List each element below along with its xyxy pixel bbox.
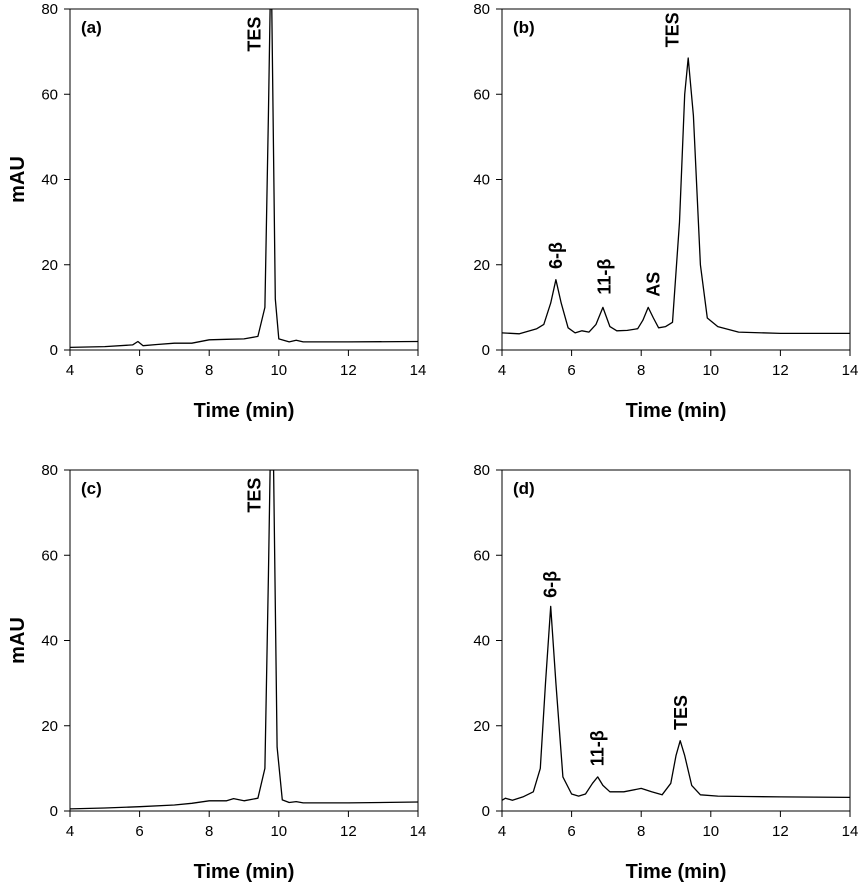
peak-label: 6-β <box>546 242 566 269</box>
peak-label: TES <box>663 12 683 47</box>
x-tick-label: 6 <box>135 823 143 840</box>
chromatogram-trace <box>502 57 850 335</box>
y-tick-label: 0 <box>482 342 490 359</box>
x-tick-label: 14 <box>842 823 859 840</box>
y-tick-label: 40 <box>41 633 58 650</box>
plot-frame <box>501 8 851 351</box>
x-axis-title: Time (min) <box>194 400 295 422</box>
x-tick-label: 10 <box>270 362 287 379</box>
chart-panel-3: 4 6 8 10 12 14 0 20 40 60 80 Time (min) mAU (c) TES <box>7 462 426 883</box>
panel-label: (a) <box>81 18 102 37</box>
x-tick-label: 10 <box>270 823 287 840</box>
x-tick-label: 6 <box>135 362 143 379</box>
x-tick-label: 4 <box>66 362 74 379</box>
y-axis-title: mAU <box>7 617 29 664</box>
y-tick-label: 80 <box>473 1 490 18</box>
panel-label: (b) <box>513 18 535 37</box>
peak-label: 11-β <box>588 730 608 766</box>
y-tick-label: 20 <box>41 718 58 735</box>
y-tick-label: 20 <box>473 718 490 735</box>
peak-label: 11-β <box>595 259 615 295</box>
peak-label: AS <box>643 272 663 297</box>
y-tick-label: 80 <box>473 462 490 479</box>
x-tick-label: 12 <box>340 362 357 379</box>
x-tick-label: 4 <box>66 823 74 840</box>
y-tick-label: 40 <box>473 633 490 650</box>
x-tick-label: 8 <box>637 823 645 840</box>
plot-frame <box>501 469 851 812</box>
y-tick-label: 20 <box>41 257 58 274</box>
x-tick-label: 10 <box>702 362 719 379</box>
chromatogram-trace <box>502 605 850 801</box>
x-tick-label: 10 <box>702 823 719 840</box>
x-tick-label: 12 <box>340 823 357 840</box>
y-tick-label: 60 <box>41 547 58 564</box>
y-tick-label: 60 <box>473 86 490 103</box>
plot-frame <box>69 8 419 351</box>
peak-label: TES <box>244 478 264 513</box>
peak-label: TES <box>671 695 691 730</box>
x-axis-title: Time (min) <box>626 861 727 883</box>
x-tick-label: 14 <box>410 823 427 840</box>
x-tick-label: 14 <box>842 362 859 379</box>
x-tick-label: 6 <box>567 823 575 840</box>
y-tick-label: 0 <box>50 342 58 359</box>
plot-frame <box>69 469 419 812</box>
peak-label: 6-β <box>541 571 561 598</box>
peak-label: TES <box>244 17 264 52</box>
chromatogram-trace <box>70 470 418 810</box>
x-tick-label: 8 <box>637 362 645 379</box>
x-tick-label: 14 <box>410 362 427 379</box>
y-tick-label: 0 <box>482 803 490 820</box>
x-tick-label: 6 <box>567 362 575 379</box>
x-tick-label: 8 <box>205 362 213 379</box>
y-axis-title: mAU <box>7 156 29 203</box>
y-tick-label: 20 <box>473 257 490 274</box>
chart-panel-2: 4 6 8 10 12 14 0 20 40 60 80 Time (min) (b) 6-β 11-β AS… <box>473 1 858 422</box>
x-tick-label: 12 <box>772 362 789 379</box>
y-tick-label: 40 <box>41 172 58 189</box>
x-tick-label: 4 <box>498 362 506 379</box>
x-axis-title: Time (min) <box>626 400 727 422</box>
y-tick-label: 0 <box>50 803 58 820</box>
x-tick-label: 12 <box>772 823 789 840</box>
x-tick-label: 8 <box>205 823 213 840</box>
panel-label: (c) <box>81 479 102 498</box>
chromatogram-trace <box>70 9 418 349</box>
y-tick-label: 80 <box>41 1 58 18</box>
x-tick-label: 4 <box>498 823 506 840</box>
panel-label: (d) <box>513 479 535 498</box>
y-tick-label: 60 <box>473 547 490 564</box>
chart-panel-4: 4 6 8 10 12 14 0 20 40 60 80 Time (min) (d) 6-β 11-β TE… <box>473 462 858 883</box>
y-tick-label: 60 <box>41 86 58 103</box>
chart-panel-1: 4 6 8 10 12 14 0 20 40 60 80 Time (min) mAU (a) TES <box>7 1 426 422</box>
y-tick-label: 80 <box>41 462 58 479</box>
y-tick-label: 40 <box>473 172 490 189</box>
x-axis-title: Time (min) <box>194 861 295 883</box>
